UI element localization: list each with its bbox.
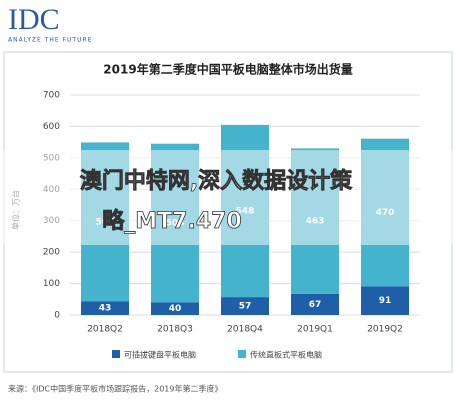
bar [81, 301, 129, 315]
chart-title: 2019年第二季度中国平板电脑整体市场出货量 [103, 62, 352, 77]
bar [361, 286, 409, 315]
y-tick-label: 600 [43, 122, 60, 132]
value-label: 43 [99, 304, 112, 314]
x-tick-label: 2018Q3 [157, 325, 193, 335]
x-tick-label: 2019Q1 [297, 325, 333, 335]
x-tick-label: 2018Q4 [227, 325, 263, 335]
y-tick-label: 0 [54, 311, 60, 321]
logo-tagline: ANALYZE THE FUTURE [8, 37, 92, 44]
source: 来源：《IDC中国季度平板市场跟踪报告，2019年第二季度》 [8, 384, 222, 394]
legend-swatch [238, 350, 246, 358]
bar [151, 302, 199, 315]
x-tick-label: 2019Q2 [367, 325, 403, 335]
overlay-band [0, 150, 456, 245]
y-tick-label: 700 [43, 91, 60, 101]
x-tick-label: 2018Q2 [87, 325, 123, 335]
bar [221, 297, 269, 315]
value-label: 67 [309, 300, 322, 310]
legend-swatch [112, 350, 120, 358]
legend-label: 传统直板式平板电脑 [250, 350, 322, 360]
y-tick-label: 100 [43, 279, 60, 289]
value-label: 40 [169, 304, 182, 314]
overlay-text: 澳门中特网,深入数据设计策 [80, 168, 353, 194]
value-label: 91 [379, 296, 392, 306]
overlay-text: 略_MT7.470 [102, 208, 242, 234]
legend-label: 可插拔键盘平板电脑 [124, 350, 196, 360]
value-label: 57 [239, 302, 252, 312]
y-tick-label: 200 [43, 248, 60, 258]
logo: IDC [8, 3, 60, 36]
bar [291, 293, 339, 315]
